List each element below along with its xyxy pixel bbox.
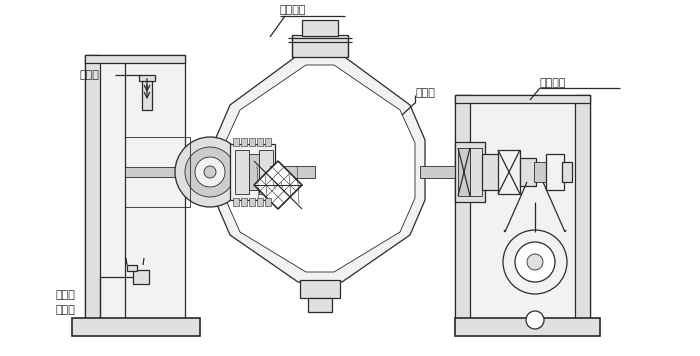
Bar <box>125 137 190 207</box>
Text: 端盖轴承: 端盖轴承 <box>280 5 307 15</box>
Bar <box>302 20 338 36</box>
Bar <box>233 198 239 206</box>
Bar <box>498 150 520 194</box>
Text: 端盖轴承: 端盖轴承 <box>540 78 566 88</box>
Bar <box>142 80 152 110</box>
Bar <box>308 298 332 312</box>
Bar <box>455 95 470 330</box>
Bar <box>241 138 247 146</box>
Bar <box>249 154 259 190</box>
Text: 炱回炬: 炱回炬 <box>55 305 75 315</box>
Bar <box>458 148 470 196</box>
Bar <box>185 164 195 180</box>
Circle shape <box>204 166 216 178</box>
Bar <box>235 150 249 194</box>
Bar <box>270 166 315 178</box>
Bar <box>233 138 239 146</box>
Bar <box>241 198 247 206</box>
Bar <box>265 138 271 146</box>
Polygon shape <box>254 161 302 209</box>
Circle shape <box>175 137 245 207</box>
Circle shape <box>185 147 235 197</box>
Bar <box>257 138 263 146</box>
Bar <box>72 318 200 336</box>
Bar <box>455 95 590 103</box>
Circle shape <box>526 311 544 329</box>
Bar <box>127 265 137 271</box>
Bar <box>133 270 149 284</box>
Bar <box>420 166 460 178</box>
Bar <box>259 150 273 194</box>
Bar <box>534 162 548 182</box>
Bar <box>249 198 255 206</box>
Bar <box>292 35 348 57</box>
Bar <box>575 95 590 330</box>
Polygon shape <box>225 65 415 272</box>
Circle shape <box>527 254 543 270</box>
Bar <box>230 144 275 200</box>
Bar <box>455 95 590 330</box>
Text: 粉工业: 粉工业 <box>320 190 360 210</box>
Bar <box>85 55 100 330</box>
Bar <box>125 167 185 177</box>
Bar <box>139 75 155 81</box>
Text: moc.ynbgpedrsue.www: moc.ynbgpedrsue.www <box>272 215 387 225</box>
Text: 进蒸气: 进蒸气 <box>80 70 100 80</box>
Circle shape <box>195 157 225 187</box>
Bar <box>482 154 500 190</box>
Bar <box>455 318 600 336</box>
Bar <box>265 198 271 206</box>
Bar <box>520 158 536 186</box>
Text: 器磁合: 器磁合 <box>55 290 75 300</box>
Bar <box>455 142 485 202</box>
Text: 密封垫: 密封垫 <box>415 88 435 98</box>
Bar <box>85 55 185 63</box>
Bar <box>470 148 482 196</box>
Circle shape <box>515 242 555 282</box>
Polygon shape <box>215 55 425 282</box>
Circle shape <box>503 230 567 294</box>
Bar <box>546 154 564 190</box>
Bar <box>257 198 263 206</box>
Bar <box>249 138 255 146</box>
Bar <box>300 280 340 298</box>
Bar <box>562 162 572 182</box>
Bar <box>85 55 185 330</box>
